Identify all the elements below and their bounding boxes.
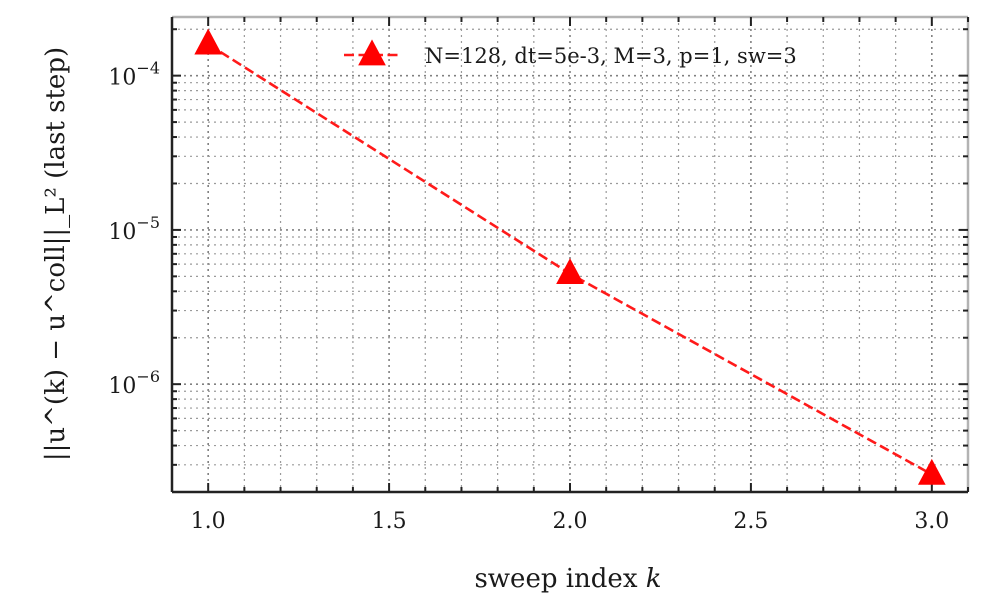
data-point-marker	[556, 258, 584, 285]
x-tick-label: 1.5	[372, 509, 407, 534]
y-axis-label: ||u^(k) − u^coll||_L² (last step)	[41, 47, 71, 461]
axis-ticks	[171, 17, 969, 493]
legend-label: N=128, dt=5e-3, M=3, p=1, sw=3	[425, 44, 797, 68]
y-tick-label: 10−5	[108, 213, 160, 245]
y-tick-label: 10−4	[108, 59, 160, 91]
data-point-marker	[917, 458, 946, 485]
x-tick-label: 2.0	[553, 509, 588, 534]
x-axis-label: sweep index k	[474, 564, 661, 594]
data-point-marker	[194, 28, 223, 55]
y-tick-labels: 10−6 10−5 10−4	[108, 59, 160, 400]
legend: N=128, dt=5e-3, M=3, p=1, sw=3	[344, 39, 797, 68]
x-tick-label: 3.0	[914, 509, 949, 534]
x-tick-labels: 1.0 1.5 2.0 2.5 3.0	[191, 509, 950, 534]
grid	[171, 17, 969, 493]
legend-marker-triangle	[358, 39, 386, 66]
x-tick-label: 1.0	[191, 509, 226, 534]
x-tick-label: 2.5	[733, 509, 768, 534]
y-tick-label: 10−6	[108, 367, 160, 399]
series	[194, 28, 946, 485]
